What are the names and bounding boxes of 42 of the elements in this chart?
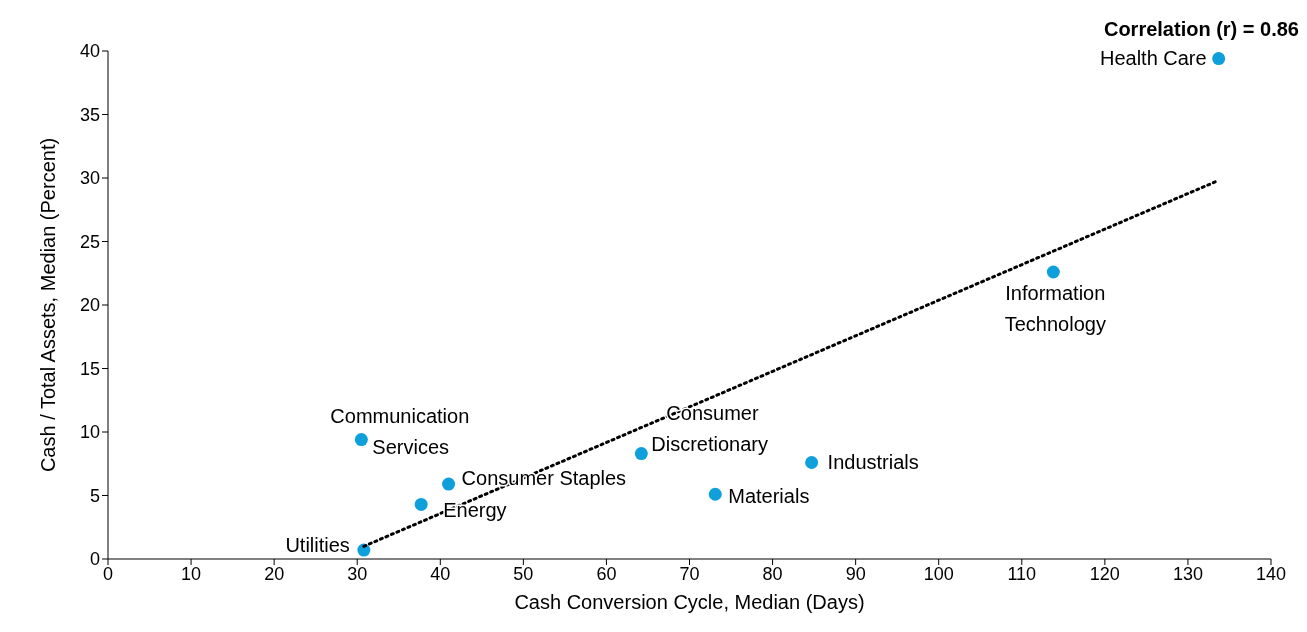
- text: Correlation (r) = 0.86: [1103, 18, 1299, 41]
- x-tick-label: 80: [762, 563, 783, 584]
- x-tick-label: 60: [596, 563, 617, 584]
- annotation: Materials: [728, 485, 810, 508]
- point: [442, 477, 456, 491]
- y-tick-label: 35: [79, 104, 100, 125]
- y-tick-label: 15: [79, 358, 100, 379]
- annotation: Industrials: [827, 451, 919, 474]
- annotation: Utilities: [285, 534, 350, 557]
- x-tick-label: 100: [923, 563, 954, 584]
- y-tick-label: 10: [79, 422, 100, 443]
- x-tick-label: 130: [1172, 563, 1203, 584]
- x-tick-label: 70: [679, 563, 700, 584]
- x-tick-label: 0: [102, 563, 114, 584]
- x-axis-title: Cash Conversion Cycle, Median (Days): [514, 591, 865, 613]
- y-tick-label: 30: [79, 168, 100, 189]
- x-tick-label: 40: [430, 563, 451, 584]
- point: [708, 487, 722, 501]
- x-tick-label: 110: [1007, 563, 1037, 584]
- point: [1046, 265, 1060, 279]
- point: [414, 497, 428, 511]
- y-axis-title: Cash / Total Assets, Median (Percent): [37, 137, 60, 473]
- point: [1212, 52, 1226, 66]
- point: [634, 447, 648, 461]
- x-tick-label: 140: [1255, 563, 1287, 584]
- x-tick-label: 120: [1089, 563, 1120, 584]
- y-tick-label: 40: [79, 41, 100, 62]
- y-tick-label: 0: [89, 549, 100, 570]
- x-tick-label: 20: [264, 563, 285, 584]
- x-tick-label: 90: [845, 563, 866, 584]
- annotation: Energy: [443, 499, 507, 522]
- annotation: Information Technology: [1004, 281, 1106, 335]
- annotation: Health Care: [1099, 46, 1207, 69]
- y-tick-label: 5: [89, 485, 100, 506]
- y-tick-label: 25: [79, 231, 100, 252]
- point: [354, 433, 368, 447]
- y-tick-label: 20: [79, 295, 100, 316]
- annotation: Communication Services: [330, 404, 470, 458]
- x-tick-label: 50: [513, 563, 534, 584]
- point: [805, 455, 819, 469]
- x-tick-label: 10: [181, 563, 202, 584]
- x-tick-label: 30: [347, 563, 368, 584]
